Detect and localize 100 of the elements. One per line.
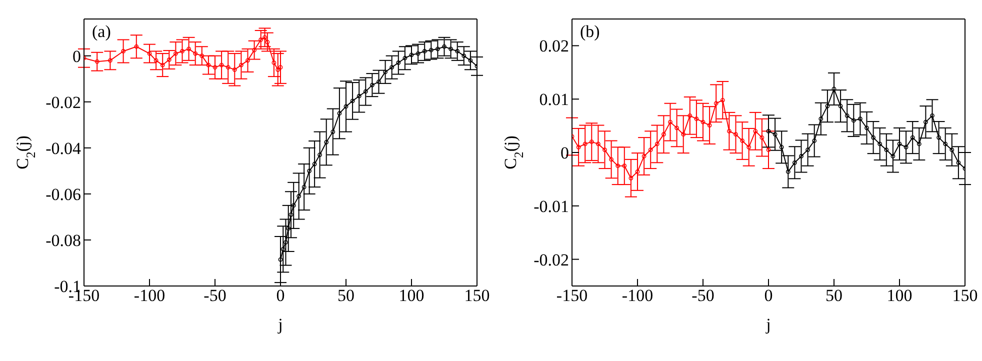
point [884, 148, 889, 152]
point [180, 49, 184, 54]
point [330, 130, 336, 134]
point [363, 89, 368, 94]
point [396, 60, 401, 65]
point [916, 142, 922, 146]
point [714, 101, 718, 106]
x-tick-label: 50 [338, 286, 354, 306]
point [864, 126, 869, 130]
point [844, 113, 850, 118]
x-tick-label: 100 [398, 286, 424, 306]
point [262, 35, 267, 40]
point [272, 60, 276, 65]
point [436, 46, 440, 52]
point [950, 148, 954, 152]
point [206, 62, 211, 68]
y-tick-label: -0.01 [534, 196, 569, 216]
point [700, 120, 706, 124]
point [674, 126, 679, 130]
point [422, 49, 427, 54]
point [288, 212, 294, 217]
point [239, 62, 244, 68]
x-axis-title: j [765, 315, 771, 334]
point [825, 104, 830, 108]
x-tick-label: 150 [464, 286, 490, 306]
point [121, 49, 126, 54]
point [766, 148, 771, 152]
point [635, 170, 640, 174]
point [212, 65, 218, 70]
point [134, 44, 139, 49]
point [324, 140, 329, 144]
point [622, 164, 627, 168]
point [668, 120, 672, 124]
point [943, 142, 948, 146]
point [94, 59, 100, 64]
point [858, 116, 862, 122]
y-tick-label: 0 [560, 144, 569, 163]
y-tick-label: 0.02 [539, 36, 569, 56]
point [226, 65, 230, 70]
point [428, 48, 434, 52]
point [596, 142, 600, 146]
point [924, 120, 928, 124]
point [838, 104, 843, 108]
point [337, 111, 342, 116]
y-tick-label: -0.02 [534, 250, 569, 270]
point [792, 160, 797, 165]
point [662, 132, 666, 137]
point [186, 46, 191, 52]
x-tick-label: 50 [826, 286, 842, 306]
point [727, 128, 732, 134]
point [582, 142, 588, 146]
point [468, 58, 473, 63]
point [642, 154, 646, 158]
y-tick-label: 0 [72, 46, 81, 66]
point [936, 135, 941, 140]
y-tick-label: -0.04 [46, 138, 82, 158]
point [286, 226, 291, 231]
point [265, 40, 270, 44]
x-tick-label: 0 [276, 286, 285, 306]
x-tick-label: -50 [204, 286, 226, 306]
point [930, 113, 934, 118]
point [956, 160, 961, 165]
point [688, 113, 692, 118]
y-tick-label: -0.06 [46, 184, 81, 204]
point [832, 86, 836, 92]
point [219, 62, 224, 68]
x-tick-label: -100 [622, 286, 654, 306]
point [193, 51, 198, 56]
point [383, 70, 388, 74]
point [409, 52, 414, 58]
annotation: (b) [580, 22, 600, 42]
y-tick-label: 0.01 [539, 90, 569, 110]
point [648, 148, 653, 152]
point [296, 194, 302, 198]
point [390, 65, 394, 70]
point [376, 80, 381, 84]
point [291, 203, 296, 208]
point [897, 142, 902, 146]
point [786, 170, 790, 174]
point [232, 67, 237, 72]
point [278, 257, 283, 262]
point [753, 128, 758, 134]
point [442, 44, 446, 49]
point [851, 118, 856, 123]
point [455, 49, 460, 54]
point [258, 38, 264, 42]
point [284, 240, 288, 244]
point [302, 184, 306, 190]
point [174, 51, 178, 56]
point [448, 46, 453, 52]
point [609, 157, 614, 162]
x-tick-label: 100 [886, 286, 912, 306]
y-tick-label: -0.08 [46, 231, 81, 250]
point [416, 51, 420, 56]
point [740, 138, 744, 143]
point [589, 140, 594, 144]
point [766, 128, 771, 134]
point [252, 48, 256, 52]
point [746, 144, 752, 150]
point [628, 176, 634, 180]
